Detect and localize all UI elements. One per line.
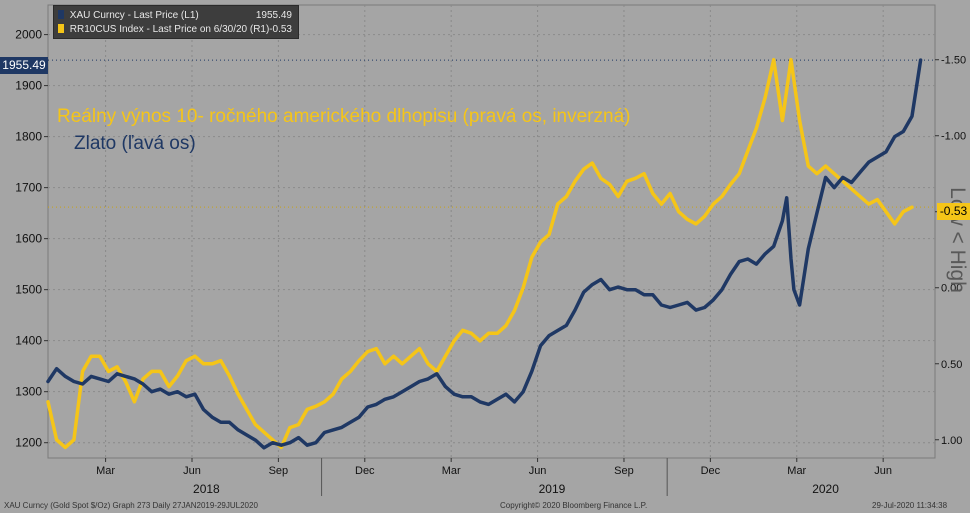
left-tick-label: 1200 bbox=[15, 436, 42, 450]
legend-gold-value: 1955.49 bbox=[255, 10, 292, 21]
real-yield-line bbox=[46, 57, 914, 450]
x-month-label: Jun bbox=[874, 465, 892, 477]
left-axis: 1200 1300 1400 1500 1600 1700 1800 1900 2000 bbox=[15, 28, 48, 450]
grid bbox=[47, 4, 936, 459]
footer-timestamp: 29-Jul-2020 11:34:38 bbox=[872, 501, 948, 510]
x-month-label: Dec bbox=[701, 465, 721, 477]
left-tick-label: 1300 bbox=[15, 385, 42, 399]
gold-price-line bbox=[46, 58, 923, 450]
footer-copyright: Copyright© 2020 Bloomberg Finance L.P. bbox=[500, 501, 648, 510]
series-group bbox=[46, 57, 923, 450]
rate-last-price-tag: -0.53 bbox=[937, 203, 970, 220]
gold-series-swatch bbox=[58, 10, 64, 19]
left-tick-label: 1600 bbox=[15, 232, 42, 246]
x-month-label: Sep bbox=[269, 465, 289, 477]
x-month-label: Mar bbox=[442, 465, 461, 477]
annotation-real-yield: Reálny výnos 10- ročného amerického dlho… bbox=[57, 106, 631, 127]
x-month-label: Mar bbox=[96, 465, 115, 477]
x-month-label: Dec bbox=[355, 465, 375, 477]
legend-row-rate: RR10CUS Index - Last Price on 6/30/20 (R… bbox=[58, 23, 294, 37]
right-tick-label: 1.00 bbox=[941, 435, 962, 447]
right-tick-label: 0.50 bbox=[941, 359, 962, 371]
x-month-label: Jun bbox=[529, 465, 547, 477]
x-month-label: Mar bbox=[787, 465, 806, 477]
plot-frame bbox=[47, 4, 936, 459]
rate-series-swatch bbox=[58, 24, 64, 33]
annotation-gold: Zlato (ľavá os) bbox=[74, 133, 196, 154]
x-year-label: 2019 bbox=[539, 482, 566, 496]
legend: XAU Curncy - Last Price (L1) 1955.49 RR1… bbox=[53, 5, 299, 39]
left-tick-label: 1400 bbox=[15, 334, 42, 348]
left-tick-label: 1700 bbox=[15, 181, 42, 195]
left-tick-label: 1500 bbox=[15, 283, 42, 297]
legend-row-gold: XAU Curncy - Last Price (L1) 1955.49 bbox=[58, 9, 294, 23]
right-tick-label: -1.00 bbox=[941, 131, 966, 143]
x-axis: Mar Jun Sep Dec Mar Jun Sep Dec Mar Jun 2018 2019 20… bbox=[96, 458, 892, 496]
footer-left: XAU Curncy (Gold Spot $/Oz) Graph 273 Da… bbox=[4, 501, 258, 510]
x-month-label: Jun bbox=[183, 465, 201, 477]
right-tick-label: -1.50 bbox=[941, 55, 966, 67]
gold-last-price-tag: 1955.49 bbox=[0, 57, 48, 74]
x-year-label: 2020 bbox=[812, 482, 839, 496]
right-tick-label: 0.00 bbox=[941, 283, 962, 295]
left-tick-label: 1900 bbox=[15, 79, 42, 93]
legend-rate-value: -0.53 bbox=[269, 24, 292, 35]
legend-gold-label: XAU Curncy - Last Price (L1) bbox=[69, 10, 199, 21]
legend-rate-label: RR10CUS Index - Last Price on 6/30/20 (R… bbox=[69, 24, 270, 35]
left-tick-label: 2000 bbox=[15, 28, 42, 42]
x-month-label: Sep bbox=[614, 465, 634, 477]
x-year-label: 2018 bbox=[193, 482, 220, 496]
left-tick-label: 1800 bbox=[15, 130, 42, 144]
